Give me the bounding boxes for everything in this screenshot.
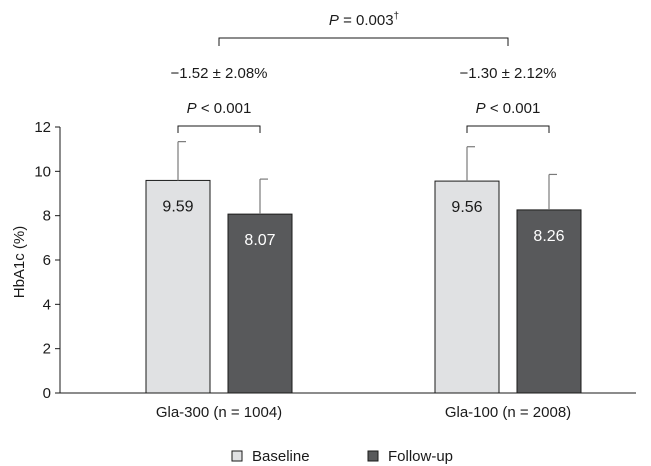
y-tick-label: 6 — [43, 252, 51, 269]
p-symbol: P — [187, 100, 197, 117]
y-tick-label: 8 — [43, 208, 51, 225]
bar-value-label: 9.59 — [162, 198, 193, 215]
change-annotation: −1.30 ± 2.12% — [459, 65, 556, 82]
bar-value-label: 9.56 — [451, 199, 482, 216]
x-axis: Gla-300 (n = 1004) Gla-100 (n = 2008) — [60, 392, 636, 421]
within-group-p-value: P < 0.001 — [476, 100, 541, 117]
bar-follow-up — [516, 209, 582, 394]
bar-group: 9.59 8.07 9.56 8.26 — [145, 141, 582, 394]
within-group-bracket — [177, 125, 261, 133]
change-annotation: −1.52 ± 2.08% — [170, 65, 267, 82]
legend: Baseline Follow-up — [231, 448, 453, 465]
within-group-p-value: P < 0.001 — [187, 100, 252, 117]
x-category-label: Gla-100 (n = 2008) — [445, 404, 571, 421]
legend-label: Follow-up — [388, 448, 453, 465]
p-symbol: P — [476, 100, 486, 117]
p-value-text: = 0.003 — [339, 12, 394, 29]
y-tick-label: 12 — [34, 119, 51, 136]
p-value-text: < 0.001 — [197, 100, 252, 117]
x-category-label: Gla-300 (n = 1004) — [156, 404, 282, 421]
y-tick-label: 4 — [43, 296, 51, 313]
within-group-bracket — [466, 125, 550, 133]
bar-value-label: 8.26 — [533, 228, 564, 245]
bar-value-label: 8.07 — [244, 232, 275, 249]
legend-label: Baseline — [252, 448, 310, 465]
legend-swatch-baseline — [231, 450, 243, 462]
annotations: −1.52 ± 2.08% P < 0.001 −1.30 ± 2.12% P < 0… — [170, 11, 557, 133]
legend-swatch-follow-up — [367, 450, 379, 462]
p-value-text: < 0.001 — [486, 100, 541, 117]
y-tick-label: 10 — [34, 163, 51, 180]
y-tick-label: 0 — [43, 385, 51, 402]
bar-baseline — [145, 179, 211, 394]
p-symbol: P — [329, 12, 339, 29]
between-group-bracket — [218, 37, 509, 46]
y-axis: 0 2 4 6 8 10 12 — [34, 119, 61, 402]
y-axis-label: HbA1c (%) — [11, 226, 28, 299]
dagger-mark: † — [394, 11, 400, 22]
bar-follow-up — [227, 213, 293, 394]
between-group-p-value: P = 0.003† — [329, 11, 399, 29]
bar-baseline — [434, 180, 500, 394]
y-tick-label: 2 — [43, 341, 51, 358]
